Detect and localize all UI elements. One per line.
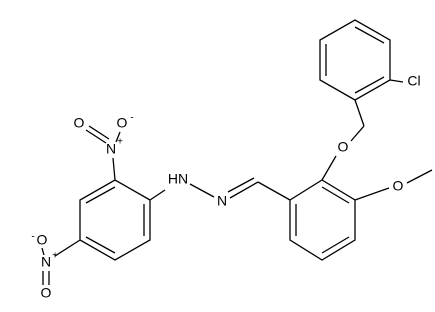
atom-label: N [217, 193, 227, 209]
atom-label: Cl [407, 73, 420, 89]
atom-label: O [338, 139, 349, 155]
atom-label: N [41, 254, 51, 270]
atom-label: N [106, 141, 116, 157]
atom-charge: - [31, 232, 34, 243]
atom-label: O [74, 115, 85, 131]
atom-label: HN [168, 171, 188, 187]
atom-charge: + [52, 251, 58, 262]
atom-label: O [393, 178, 404, 194]
bonds [41, 19, 433, 285]
atom-label: O [37, 232, 48, 248]
atom-label: O [117, 115, 128, 131]
atom-charge: + [117, 137, 123, 148]
atom-charge: - [130, 113, 133, 124]
atom-label: O [41, 285, 52, 301]
